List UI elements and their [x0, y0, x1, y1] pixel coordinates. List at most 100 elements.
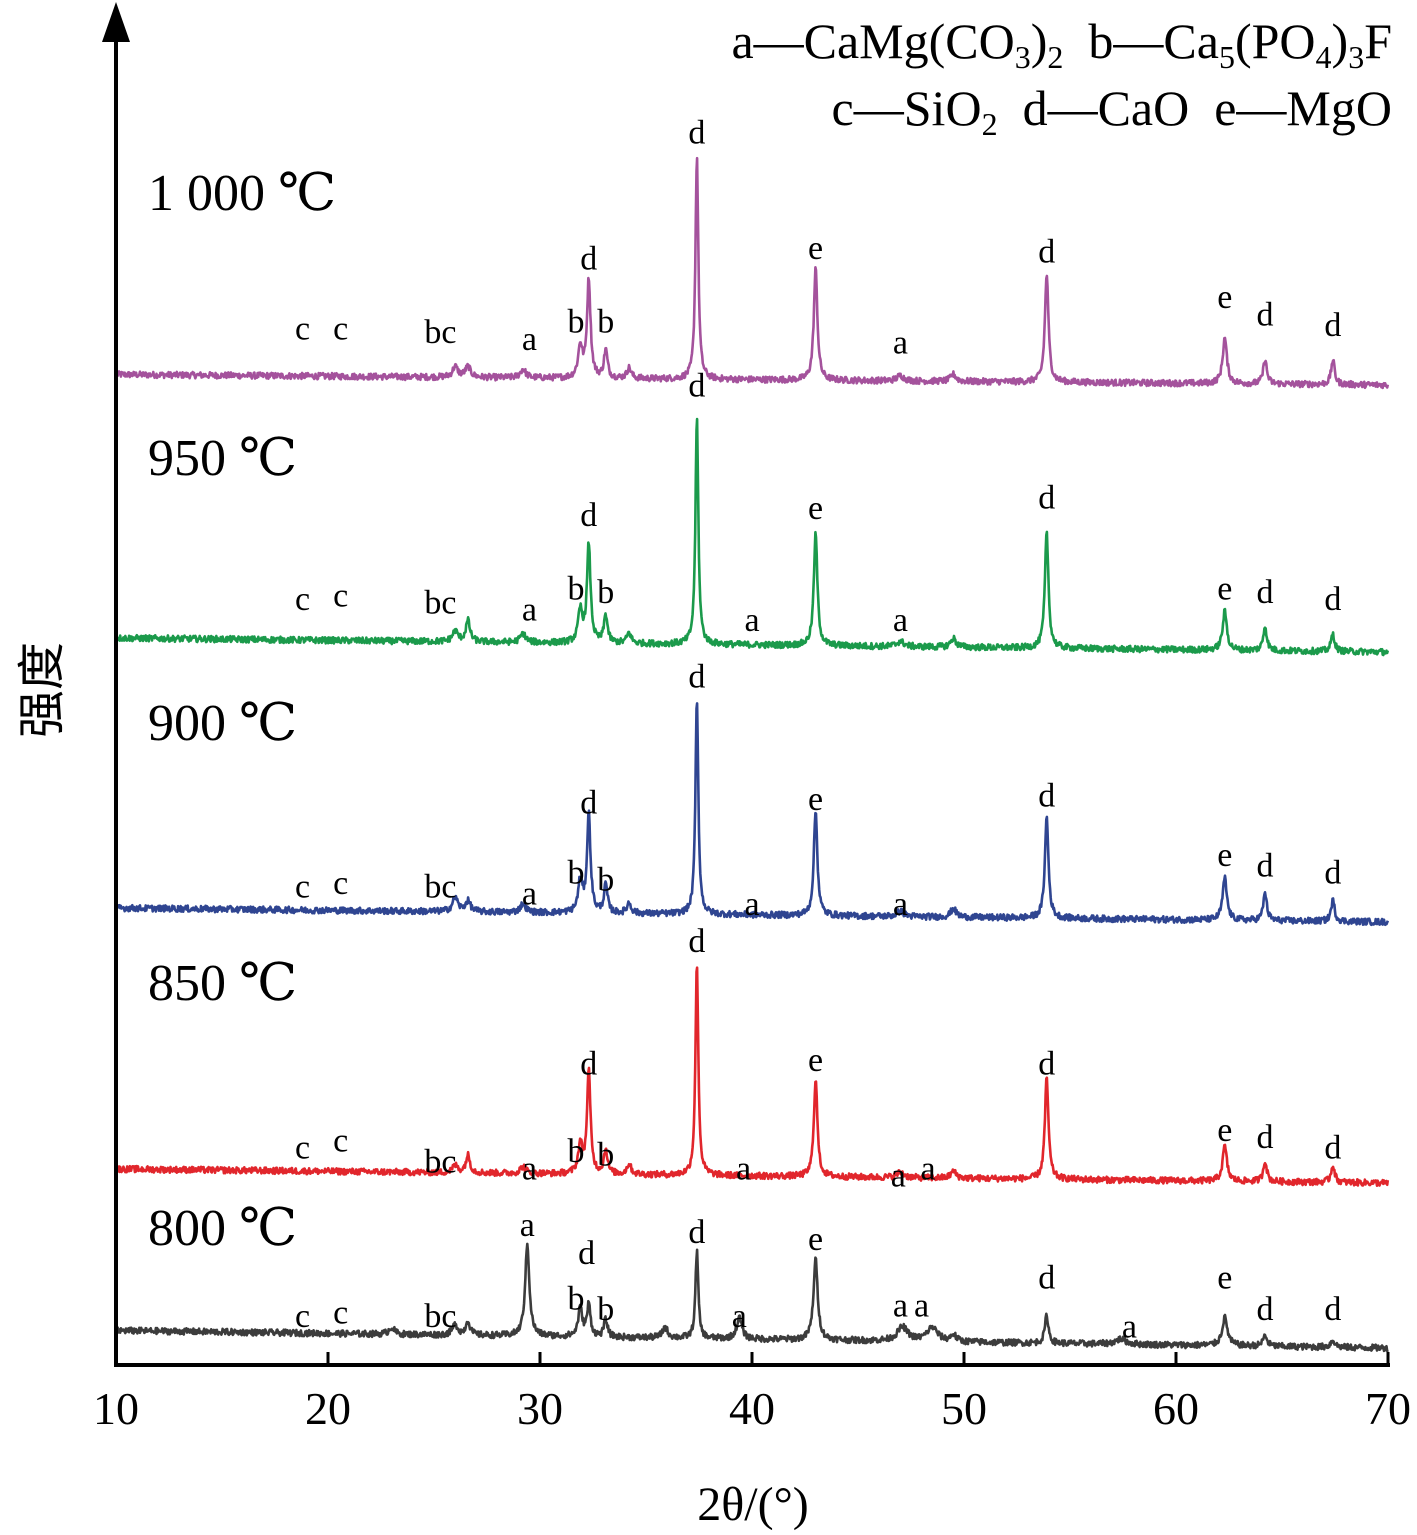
legend-formula-part: 3 — [1015, 39, 1031, 75]
peak-label-0-13: d — [1324, 307, 1341, 344]
legend-formula-part: 4 — [1316, 39, 1332, 75]
legend-formula-part: F — [1364, 13, 1392, 69]
series-line-0 — [115, 156, 1390, 390]
peak-label-4-7: d — [688, 1214, 705, 1251]
peak-label-3-0: c — [295, 1130, 310, 1167]
peak-label-4-3: a — [520, 1207, 535, 1244]
legend-formula-part: ) — [1031, 13, 1048, 69]
peak-label-2-4: b — [568, 855, 585, 892]
legend-formula-part: 5 — [1219, 39, 1235, 75]
peak-label-0-6: b — [597, 304, 614, 341]
peak-label-3-11: a — [920, 1151, 935, 1188]
peak-label-0-4: b — [568, 304, 585, 341]
series-line-4 — [115, 1242, 1389, 1353]
peak-label-2-9: e — [808, 781, 823, 818]
peak-label-3-10: a — [891, 1158, 906, 1195]
legend-entry-a: a— — [731, 13, 804, 69]
peak-label-3-6: b — [597, 1137, 614, 1174]
legend-formula-part: 2 — [982, 106, 998, 142]
peak-label-1-7: d — [688, 368, 705, 405]
peak-label-0-2: bc — [424, 314, 456, 351]
y-axis-arrow — [102, 2, 130, 42]
temperature-label-2: 900 ℃ — [148, 695, 297, 752]
peak-label-4-11: a — [914, 1288, 929, 1325]
peak-label-3-1: c — [333, 1123, 348, 1160]
peak-label-1-10: a — [893, 602, 908, 639]
peak-label-4-14: e — [1217, 1260, 1232, 1297]
peak-label-2-8: a — [744, 886, 759, 923]
legend-entry-b: b— — [1063, 13, 1164, 69]
peak-label-2-7: d — [688, 659, 705, 696]
traces-group — [115, 156, 1390, 1353]
legend-line-1: c—SiO2​ d—CaO e—MgO — [832, 80, 1392, 142]
series-line-2 — [116, 702, 1390, 927]
peak-label-1-8: a — [744, 602, 759, 639]
peak-label-4-8: a — [732, 1298, 747, 1335]
peak-label-2-3: a — [522, 876, 537, 913]
legend-entry-d: d— — [998, 80, 1099, 136]
peak-label-4-5: d — [578, 1235, 595, 1272]
peak-label-1-0: c — [295, 581, 310, 618]
peak-label-4-0: c — [295, 1298, 310, 1335]
peak-label-4-4: b — [568, 1281, 585, 1318]
legend-formula-part: SiO — [904, 80, 982, 136]
peak-label-0-11: e — [1217, 279, 1232, 316]
peak-label-3-5: d — [580, 1046, 597, 1083]
legend-formula-part: (PO — [1235, 13, 1316, 69]
peak-label-2-14: d — [1324, 855, 1341, 892]
x-tick-label-5: 60 — [1153, 1383, 1199, 1434]
peak-label-1-13: d — [1257, 574, 1274, 611]
peak-label-0-10: d — [1038, 234, 1055, 271]
peak-label-4-2: bc — [424, 1298, 456, 1335]
peak-label-1-4: b — [568, 571, 585, 608]
peak-label-2-12: e — [1217, 837, 1232, 874]
temperature-labels-group: 1 000 ℃ 950 ℃ 900 ℃ 850 ℃ 800 ℃ — [148, 165, 336, 1257]
temperature-label-1: 950 ℃ — [148, 430, 297, 487]
legend-line-0: a—CaMg(CO3​)2​ b—Ca5​(PO4​)3​F — [731, 13, 1392, 75]
legend-formula-part: 2 — [1047, 39, 1063, 75]
peak-label-2-10: a — [893, 886, 908, 923]
peak-label-0-9: a — [893, 325, 908, 362]
series-line-3 — [115, 966, 1390, 1187]
x-tick-label-1: 20 — [305, 1383, 351, 1434]
peak-label-1-11: d — [1038, 480, 1055, 517]
peak-label-1-3: a — [522, 592, 537, 629]
peak-label-0-12: d — [1257, 297, 1274, 334]
series-line-1 — [115, 417, 1390, 657]
peak-label-0-0: c — [295, 311, 310, 348]
peak-label-2-0: c — [295, 869, 310, 906]
legend-entry-e: e— — [1189, 80, 1287, 136]
peak-label-4-6: b — [597, 1291, 614, 1328]
peak-label-4-9: e — [808, 1221, 823, 1258]
peak-label-4-16: d — [1324, 1291, 1341, 1328]
peak-label-0-8: e — [808, 230, 823, 267]
peak-label-1-6: b — [597, 574, 614, 611]
peak-label-1-2: bc — [424, 585, 456, 622]
peak-label-1-12: e — [1217, 571, 1232, 608]
peak-label-2-1: c — [333, 865, 348, 902]
x-tick-label-3: 40 — [729, 1383, 775, 1434]
peak-label-4-1: c — [333, 1295, 348, 1332]
legend-formula-part: MgO — [1286, 80, 1392, 136]
peak-label-3-8: a — [736, 1151, 751, 1188]
peak-label-2-5: d — [580, 785, 597, 822]
x-tick-label-4: 50 — [941, 1383, 987, 1434]
peak-label-4-13: a — [1122, 1309, 1137, 1346]
x-tick-label-6: 70 — [1365, 1383, 1411, 1434]
axes-group: 10 20 30 40 50 60 70 2θ/(°) 强度 — [16, 2, 1411, 1531]
peak-label-3-14: d — [1257, 1119, 1274, 1156]
peak-label-3-9: e — [808, 1042, 823, 1079]
peak-label-3-3: a — [522, 1151, 537, 1188]
peak-label-2-2: bc — [424, 869, 456, 906]
x-tick-label-0: 10 — [93, 1383, 139, 1434]
legend: a—CaMg(CO3​)2​ b—Ca5​(PO4​)3​Fc—SiO2​ d—… — [731, 13, 1392, 142]
x-axis-title: 2θ/(°) — [697, 1478, 809, 1531]
peak-label-3-2: bc — [424, 1144, 456, 1181]
legend-formula-part: ) — [1332, 13, 1349, 69]
peak-label-4-15: d — [1257, 1291, 1274, 1328]
peak-label-0-7: d — [688, 115, 705, 152]
legend-formula-part: 3 — [1348, 39, 1364, 75]
peak-label-1-1: c — [333, 578, 348, 615]
